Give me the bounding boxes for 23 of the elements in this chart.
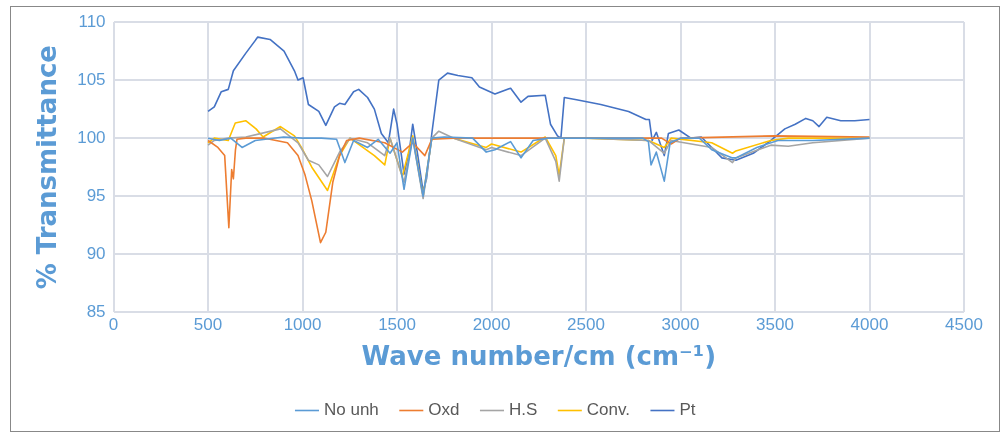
y-tick-label: 90	[86, 244, 106, 264]
x-tick-label: 4500	[945, 315, 983, 335]
legend-label: Conv.	[586, 400, 630, 420]
legend-label: H.S	[508, 400, 538, 420]
legend-label: Pt	[679, 400, 696, 420]
x-tick-label: 3000	[661, 315, 700, 335]
x-tick-label: 2000	[472, 315, 511, 335]
x-tick-label: 1500	[378, 315, 416, 335]
y-tick-label: 105	[77, 69, 106, 89]
x-tick-label: 1000	[283, 315, 322, 335]
y-tick-label: 85	[86, 302, 106, 322]
x-tick-label: 2500	[567, 315, 605, 335]
legend-label: No unh	[323, 400, 379, 420]
x-tick-label: 0	[108, 315, 119, 335]
x-axis-title: Wave number/cm (cm⁻¹)	[361, 341, 717, 372]
y-tick-label: 110	[78, 11, 106, 31]
y-tick-label: 100	[77, 127, 106, 147]
x-tick-label: 3500	[756, 315, 794, 335]
y-tick-label: 95	[86, 185, 106, 205]
x-tick-label: 500	[193, 315, 223, 335]
legend-label: Oxd	[428, 400, 460, 420]
y-axis-title: % Transmittance	[32, 45, 63, 290]
x-tick-label: 4000	[850, 315, 889, 335]
